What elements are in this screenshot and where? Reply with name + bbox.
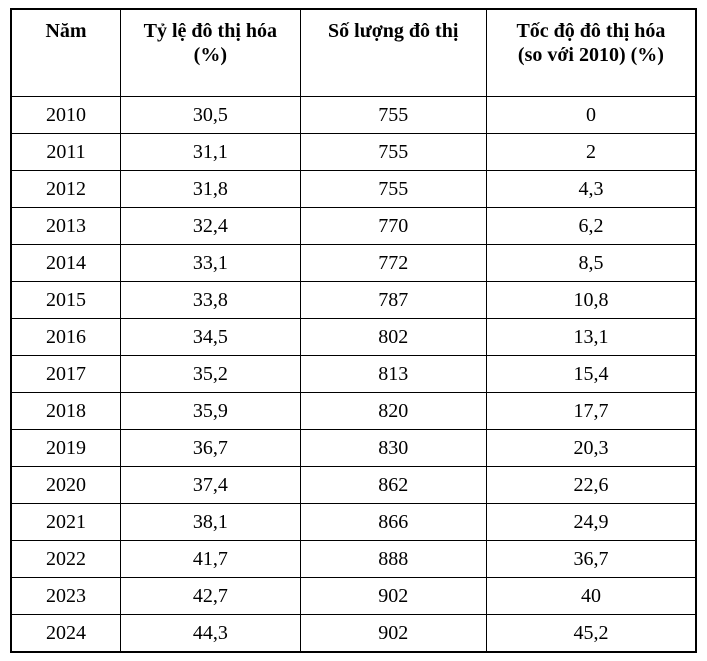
year-cell: 2017 bbox=[10, 355, 122, 393]
urbanization-rate-cell: 42,7 bbox=[120, 577, 301, 615]
city-count-cell: 755 bbox=[299, 96, 487, 134]
table-row: 2011 31,1 755 2 bbox=[10, 133, 697, 171]
urbanization-rate-cell: 33,8 bbox=[120, 281, 301, 319]
city-count-cell: 772 bbox=[299, 244, 487, 282]
city-count-cell: 866 bbox=[299, 503, 487, 541]
city-count-cell: 820 bbox=[299, 392, 487, 430]
year-cell: 2015 bbox=[10, 281, 122, 319]
growth-vs-2010-cell: 36,7 bbox=[485, 540, 697, 578]
header-growth-vs-2010: Tốc độ đô thị hóa (so với 2010) (%) bbox=[485, 8, 697, 97]
year-cell: 2023 bbox=[10, 577, 122, 615]
city-count-cell: 787 bbox=[299, 281, 487, 319]
urbanization-rate-cell: 41,7 bbox=[120, 540, 301, 578]
year-cell: 2016 bbox=[10, 318, 122, 356]
growth-vs-2010-cell: 6,2 bbox=[485, 207, 697, 245]
city-count-cell: 802 bbox=[299, 318, 487, 356]
table-row: 2010 30,5 755 0 bbox=[10, 96, 697, 134]
growth-vs-2010-cell: 10,8 bbox=[485, 281, 697, 319]
growth-vs-2010-cell: 13,1 bbox=[485, 318, 697, 356]
table-row: 2012 31,8 755 4,3 bbox=[10, 170, 697, 208]
urbanization-rate-cell: 38,1 bbox=[120, 503, 301, 541]
table-row: 2021 38,1 866 24,9 bbox=[10, 503, 697, 541]
year-cell: 2021 bbox=[10, 503, 122, 541]
year-cell: 2010 bbox=[10, 96, 122, 134]
city-count-cell: 888 bbox=[299, 540, 487, 578]
urbanization-rate-cell: 30,5 bbox=[120, 96, 301, 134]
year-cell: 2012 bbox=[10, 170, 122, 208]
growth-vs-2010-cell: 0 bbox=[485, 96, 697, 134]
table-row: 2020 37,4 862 22,6 bbox=[10, 466, 697, 504]
growth-vs-2010-cell: 20,3 bbox=[485, 429, 697, 467]
table-row: 2018 35,9 820 17,7 bbox=[10, 392, 697, 430]
growth-vs-2010-cell: 17,7 bbox=[485, 392, 697, 430]
growth-vs-2010-cell: 24,9 bbox=[485, 503, 697, 541]
city-count-cell: 770 bbox=[299, 207, 487, 245]
table-row: 2019 36,7 830 20,3 bbox=[10, 429, 697, 467]
year-cell: 2018 bbox=[10, 392, 122, 430]
header-row: Năm Tỷ lệ đô thị hóa (%) Số lượng đô thị… bbox=[10, 8, 697, 97]
growth-vs-2010-cell: 40 bbox=[485, 577, 697, 615]
year-cell: 2024 bbox=[10, 614, 122, 653]
growth-vs-2010-cell: 4,3 bbox=[485, 170, 697, 208]
year-cell: 2022 bbox=[10, 540, 122, 578]
growth-vs-2010-cell: 45,2 bbox=[485, 614, 697, 653]
table-row: 2024 44,3 902 45,2 bbox=[10, 614, 697, 653]
city-count-cell: 755 bbox=[299, 133, 487, 171]
header-urbanization-rate: Tỷ lệ đô thị hóa (%) bbox=[120, 8, 301, 97]
table-row: 2023 42,7 902 40 bbox=[10, 577, 697, 615]
growth-vs-2010-cell: 8,5 bbox=[485, 244, 697, 282]
urbanization-rate-cell: 35,2 bbox=[120, 355, 301, 393]
urbanization-rate-cell: 33,1 bbox=[120, 244, 301, 282]
table-row: 2013 32,4 770 6,2 bbox=[10, 207, 697, 245]
urbanization-rate-cell: 34,5 bbox=[120, 318, 301, 356]
city-count-cell: 902 bbox=[299, 577, 487, 615]
table-body: 2010 30,5 755 0 2011 31,1 755 2 2012 31,8 755 4,3 20… bbox=[10, 96, 697, 653]
urbanization-rate-cell: 36,7 bbox=[120, 429, 301, 467]
urbanization-rate-cell: 35,9 bbox=[120, 392, 301, 430]
year-cell: 2020 bbox=[10, 466, 122, 504]
urbanization-rate-cell: 32,4 bbox=[120, 207, 301, 245]
header-city-count: Số lượng đô thị bbox=[299, 8, 487, 97]
table-row: 2017 35,2 813 15,4 bbox=[10, 355, 697, 393]
urbanization-rate-cell: 31,8 bbox=[120, 170, 301, 208]
year-cell: 2011 bbox=[10, 133, 122, 171]
year-cell: 2019 bbox=[10, 429, 122, 467]
city-count-cell: 902 bbox=[299, 614, 487, 653]
growth-vs-2010-cell: 22,6 bbox=[485, 466, 697, 504]
city-count-cell: 862 bbox=[299, 466, 487, 504]
year-cell: 2014 bbox=[10, 244, 122, 282]
urbanization-rate-cell: 44,3 bbox=[120, 614, 301, 653]
urbanization-rate-cell: 37,4 bbox=[120, 466, 301, 504]
city-count-cell: 755 bbox=[299, 170, 487, 208]
growth-vs-2010-cell: 2 bbox=[485, 133, 697, 171]
growth-vs-2010-cell: 15,4 bbox=[485, 355, 697, 393]
urbanization-rate-cell: 31,1 bbox=[120, 133, 301, 171]
urbanization-table: Năm Tỷ lệ đô thị hóa (%) Số lượng đô thị… bbox=[10, 8, 697, 653]
table-row: 2015 33,8 787 10,8 bbox=[10, 281, 697, 319]
table-row: 2022 41,7 888 36,7 bbox=[10, 540, 697, 578]
header-year: Năm bbox=[10, 8, 122, 97]
table-row: 2016 34,5 802 13,1 bbox=[10, 318, 697, 356]
city-count-cell: 830 bbox=[299, 429, 487, 467]
year-cell: 2013 bbox=[10, 207, 122, 245]
table-row: 2014 33,1 772 8,5 bbox=[10, 244, 697, 282]
city-count-cell: 813 bbox=[299, 355, 487, 393]
